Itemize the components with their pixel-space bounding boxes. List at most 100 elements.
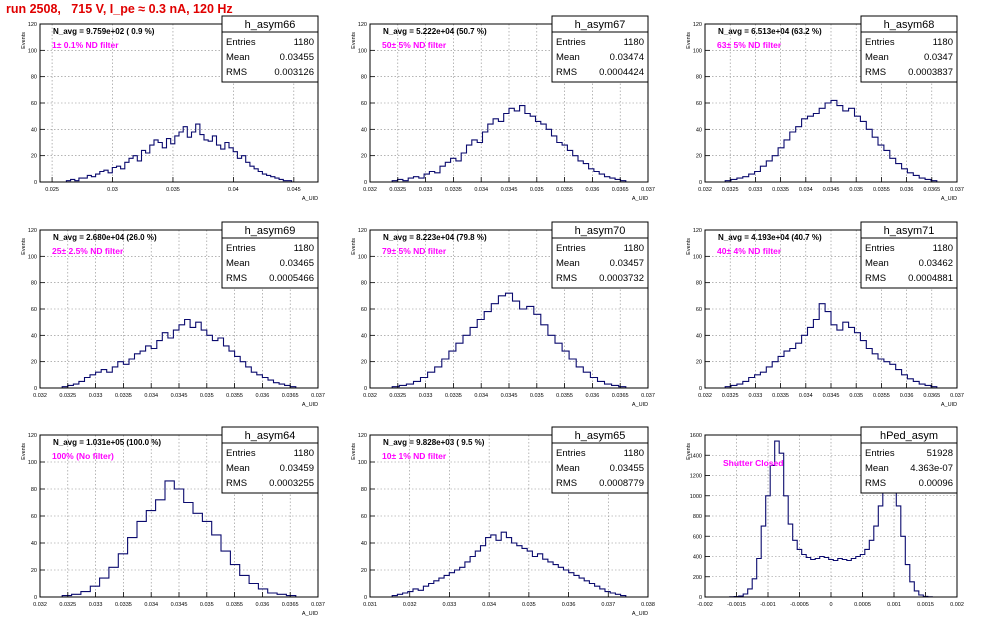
x-tick-label: 0.0005	[854, 602, 871, 608]
x-tick-label: 0.025	[45, 187, 59, 193]
stats-label-entries: Entries	[865, 243, 895, 254]
x-tick-label: 0.032	[363, 393, 377, 399]
stats-label-rms: RMS	[556, 273, 577, 284]
n-avg-label: N_avg = 4.193e+04 (40.7 %)	[718, 233, 822, 242]
y-axis-title: Events	[21, 238, 27, 255]
x-tick-label: 0.0325	[389, 393, 406, 399]
y-tick-label: 1600	[690, 433, 702, 439]
stats-value-rms: 0.0008779	[599, 478, 644, 489]
x-tick-label: 0.0365	[612, 187, 629, 193]
stats-value-entries: 1180	[294, 243, 314, 254]
x-tick-label: 0.032	[698, 393, 712, 399]
x-axis-title: A_UID	[302, 196, 318, 202]
x-tick-label: 0.032	[403, 602, 417, 608]
y-tick-label: 80	[361, 75, 367, 81]
histogram-panel-h_asym71: 0.032 0.0325 0.033 0.0335 0.034 0.0345 0.035 0.…	[686, 221, 964, 408]
x-axis-title: A_UID	[632, 402, 648, 408]
x-tick-label: 0.0335	[772, 187, 789, 193]
y-tick-label: 0	[364, 180, 367, 186]
y-tick-label: 60	[361, 307, 367, 313]
filter-annotation: Shutter Closed	[723, 458, 783, 468]
stats-value-rms: 0.0003837	[908, 67, 953, 78]
x-tick-label: 0.034	[144, 602, 158, 608]
x-tick-label: 0.0355	[556, 393, 573, 399]
stats-value-mean: 0.03457	[610, 258, 644, 269]
stats-box	[221, 221, 319, 289]
y-tick-label: 1200	[690, 474, 702, 480]
x-tick-label: 0.0325	[722, 393, 739, 399]
y-tick-label: 400	[693, 555, 702, 561]
histogram-panel-h_asym64: 0.032 0.0325 0.033 0.0335 0.034 0.0345 0.035 0.…	[21, 426, 325, 617]
x-tick-label: 0.036	[586, 393, 600, 399]
filter-annotation: 63± 5% ND filter	[717, 40, 782, 50]
x-tick-label: 0.034	[474, 393, 488, 399]
n-avg-label: N_avg = 5.222e+04 (50.7 %)	[383, 27, 487, 36]
stats-label-rms: RMS	[556, 478, 577, 489]
stats-label-entries: Entries	[226, 448, 256, 459]
x-axis-title: A_UID	[941, 402, 957, 408]
y-axis-title: Events	[21, 443, 27, 460]
x-tick-label: 0.033	[419, 187, 433, 193]
stats-value-mean: 0.03455	[610, 463, 644, 474]
x-tick-label: 0.035	[522, 602, 536, 608]
x-tick-label: 0.035	[849, 187, 863, 193]
histogram-line-h_asym69	[61, 318, 297, 388]
stats-label-rms: RMS	[865, 273, 886, 284]
histogram-line-h_asym67	[391, 105, 627, 182]
x-tick-label: 0.034	[144, 393, 158, 399]
histogram-name: h_asym65	[575, 430, 626, 442]
x-tick-label: 0.0355	[873, 187, 890, 193]
y-tick-label: 80	[361, 281, 367, 287]
histogram-panel-h_asym69: 0.032 0.0325 0.033 0.0335 0.034 0.0345 0.035 0.…	[21, 221, 325, 408]
stats-value-mean: 0.03474	[610, 52, 644, 63]
x-tick-label: 0.037	[311, 602, 325, 608]
x-tick-label: 0.036	[900, 393, 914, 399]
y-tick-label: 0	[699, 386, 702, 392]
y-tick-label: 120	[358, 228, 367, 234]
y-tick-label: 60	[31, 514, 37, 520]
y-tick-label: 40	[696, 127, 702, 133]
stats-label-rms: RMS	[556, 67, 577, 78]
x-tick-label: 0.032	[698, 187, 712, 193]
x-tick-label: 0.036	[900, 187, 914, 193]
x-tick-label: 0.0335	[115, 602, 132, 608]
x-tick-label: 0.036	[562, 602, 576, 608]
x-tick-label: 0.0325	[59, 602, 76, 608]
y-tick-label: 60	[31, 307, 37, 313]
y-tick-label: 20	[361, 154, 367, 160]
stats-box	[221, 426, 319, 494]
stats-label-mean: Mean	[226, 258, 250, 269]
y-tick-label: 0	[699, 180, 702, 186]
y-tick-label: 20	[696, 360, 702, 366]
y-axis-title: Events	[686, 443, 692, 460]
x-axis-title: A_UID	[302, 611, 318, 617]
stats-value-entries: 1180	[933, 37, 953, 48]
y-tick-label: 40	[31, 541, 37, 547]
histogram-name: h_asym70	[575, 225, 626, 237]
x-tick-label: 0.0345	[171, 393, 188, 399]
y-tick-label: 20	[31, 154, 37, 160]
y-tick-label: 100	[28, 48, 37, 54]
stats-label-mean: Mean	[556, 463, 580, 474]
stats-label-rms: RMS	[226, 478, 247, 489]
y-tick-label: 120	[28, 433, 37, 439]
y-tick-label: 20	[31, 360, 37, 366]
x-tick-label: 0.0365	[923, 187, 940, 193]
x-tick-label: 0.036	[586, 187, 600, 193]
stats-label-rms: RMS	[865, 478, 886, 489]
stats-value-entries: 1180	[294, 37, 314, 48]
stats-value-mean: 0.03455	[280, 52, 314, 63]
stats-label-entries: Entries	[556, 37, 586, 48]
x-tick-label: 0.034	[799, 187, 813, 193]
stats-value-mean: 4.363e-07	[910, 463, 953, 474]
y-tick-label: 1400	[690, 453, 702, 459]
n-avg-label: N_avg = 1.031e+05 (100.0 %)	[53, 438, 161, 447]
stats-label-entries: Entries	[556, 243, 586, 254]
stats-value-entries: 1180	[933, 243, 953, 254]
histogram-name: hPed_asym	[880, 430, 938, 442]
y-tick-label: 40	[361, 541, 367, 547]
x-tick-label: 0.0355	[226, 602, 243, 608]
y-tick-label: 20	[31, 568, 37, 574]
y-tick-label: 800	[693, 514, 702, 520]
